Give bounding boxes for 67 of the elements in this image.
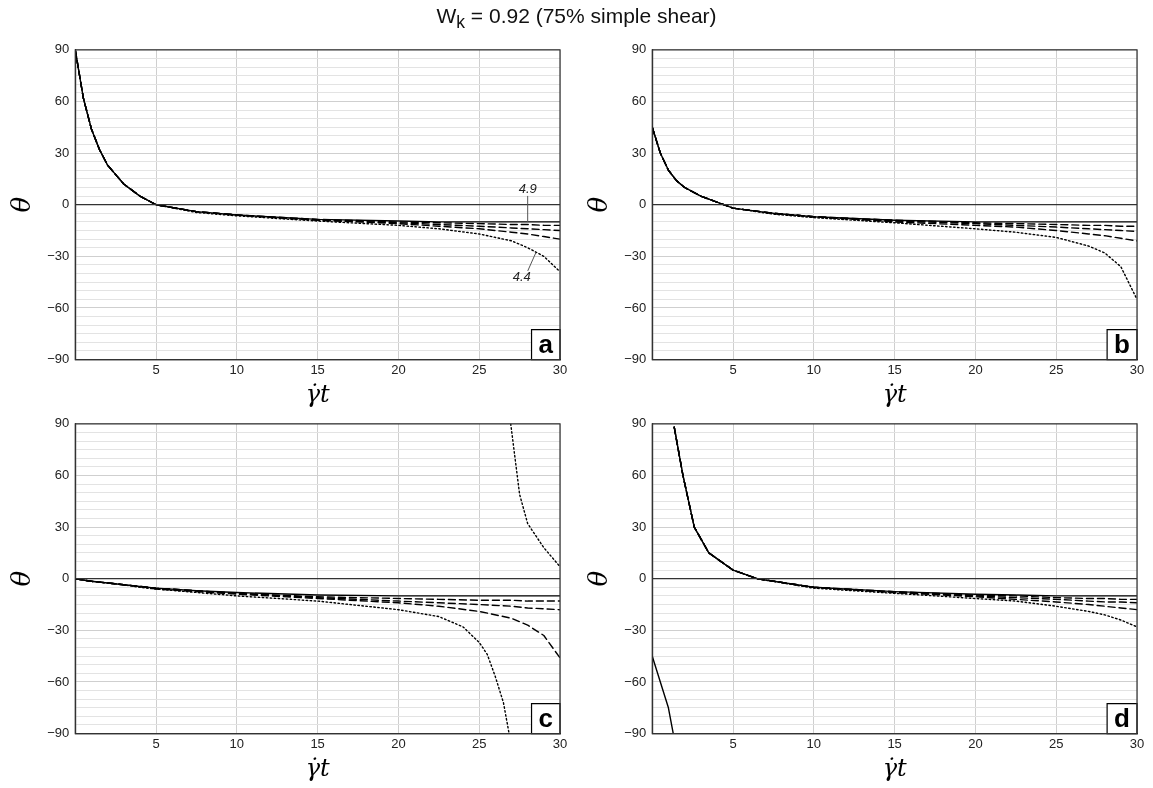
- y-tick-label: 0: [639, 570, 647, 586]
- x-tick-label: 10: [806, 735, 822, 751]
- y-axis-title: θ: [6, 570, 37, 587]
- x-tick-label: 30: [1129, 735, 1145, 751]
- x-tick-label: 20: [391, 735, 406, 751]
- y-tick-label: −30: [47, 247, 70, 263]
- annotation: b: [1114, 328, 1130, 359]
- x-tick-label: 25: [1048, 735, 1064, 751]
- x-tick-label: 30: [552, 361, 568, 377]
- x-tick-label: 10: [229, 361, 245, 377]
- x-tick-label: 10: [229, 735, 245, 751]
- y-tick-label: 60: [631, 467, 647, 483]
- x-axis-title: γ̇t: [305, 753, 330, 782]
- y-tick-label: 90: [631, 415, 647, 431]
- y-tick-label: 60: [54, 467, 70, 483]
- x-tick-label: 15: [310, 735, 325, 751]
- y-tick-label: 0: [62, 196, 70, 212]
- y-tick-label: −60: [47, 673, 70, 689]
- x-tick-label: 15: [887, 361, 902, 377]
- y-tick-label: 90: [631, 41, 647, 57]
- y-tick-label: 30: [54, 518, 70, 534]
- x-tick-label: 5: [729, 361, 737, 377]
- x-tick-label: 30: [552, 735, 568, 751]
- x-axis-title: γ̇t: [882, 753, 907, 782]
- annotation: d: [1114, 702, 1130, 733]
- x-tick-label: 25: [471, 735, 487, 751]
- x-tick-label: 30: [1129, 361, 1145, 377]
- y-axis-title: θ: [6, 196, 37, 213]
- x-tick-label: 20: [968, 735, 983, 751]
- y-tick-label: 60: [54, 93, 70, 109]
- y-tick-label: 30: [631, 144, 647, 160]
- x-tick-label: 20: [968, 361, 983, 377]
- x-tick-label: 15: [887, 735, 902, 751]
- x-tick-label: 25: [471, 361, 487, 377]
- y-tick-label: −90: [47, 725, 70, 741]
- x-axis-title: γ̇t: [882, 379, 907, 408]
- y-tick-label: −30: [47, 621, 70, 637]
- y-tick-label: 30: [631, 518, 647, 534]
- y-tick-label: 0: [62, 570, 70, 586]
- x-axis-title: γ̇t: [305, 379, 330, 408]
- y-tick-label: −60: [624, 673, 647, 689]
- y-tick-label: −60: [624, 299, 647, 315]
- y-tick-label: 90: [54, 41, 70, 57]
- annotation: 4.9: [518, 181, 537, 197]
- annotation: 4.4: [512, 269, 531, 284]
- y-tick-label: −90: [624, 725, 647, 741]
- y-tick-label: −90: [624, 351, 647, 367]
- annotation: a: [538, 328, 554, 359]
- y-tick-label: −60: [47, 299, 70, 315]
- y-tick-label: 0: [639, 196, 647, 212]
- y-tick-label: −30: [624, 621, 647, 637]
- x-tick-label: 25: [1048, 361, 1064, 377]
- y-axis-title: θ: [583, 196, 614, 213]
- y-tick-label: 30: [54, 144, 70, 160]
- x-tick-label: 5: [152, 361, 160, 377]
- x-tick-label: 20: [391, 361, 406, 377]
- x-tick-label: 5: [729, 735, 737, 751]
- y-tick-label: 90: [54, 415, 70, 431]
- chart-title: W$_{k}$ = 0.92 (75% simple shear): [435, 4, 718, 34]
- y-axis-title: θ: [583, 570, 614, 587]
- annotation: c: [538, 702, 553, 733]
- y-tick-label: 60: [631, 93, 647, 109]
- y-tick-label: −90: [47, 351, 70, 367]
- x-tick-label: 5: [152, 735, 160, 751]
- x-tick-label: 15: [310, 361, 325, 377]
- x-tick-label: 10: [806, 361, 822, 377]
- y-tick-label: −30: [624, 247, 647, 263]
